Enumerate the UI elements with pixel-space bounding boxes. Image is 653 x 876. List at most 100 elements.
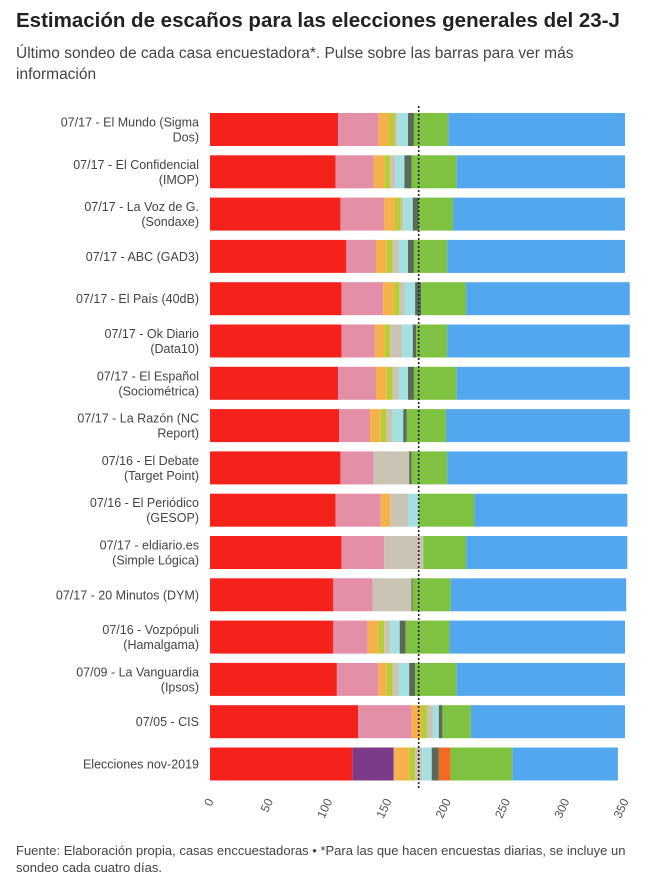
bar-segment-erc[interactable]	[411, 705, 422, 739]
bar-segment-otros_small[interactable]	[409, 662, 416, 696]
bar-segment-bildu[interactable]	[386, 662, 393, 696]
bar-segment-psoe[interactable]	[210, 705, 359, 739]
bar-segment-junts[interactable]	[422, 747, 432, 781]
bar-segment-vox[interactable]	[413, 366, 457, 400]
bar-segment-sumar[interactable]	[340, 197, 385, 231]
bar-segment-pnv[interactable]	[394, 113, 398, 146]
bar-segment-pp[interactable]	[456, 366, 630, 400]
bar-segment-pnv[interactable]	[373, 451, 410, 485]
bar-segment-vox[interactable]	[418, 493, 475, 527]
bar-segment-junts[interactable]	[398, 239, 409, 273]
bar-segment-sumar[interactable]	[341, 324, 375, 358]
bar-segment-sumar[interactable]	[339, 409, 371, 443]
bar-segment-vox[interactable]	[415, 662, 457, 696]
bar-segment-pp[interactable]	[466, 536, 628, 569]
bar-segment-pp[interactable]	[448, 113, 625, 146]
bar-segment-pp[interactable]	[512, 747, 618, 781]
bar-segment-psoe[interactable]	[210, 366, 339, 400]
bar-segment-pp[interactable]	[447, 324, 630, 358]
bar-segment-psoe[interactable]	[210, 493, 336, 527]
bar-segment-junts[interactable]	[402, 324, 413, 358]
bar-segment-psoe[interactable]	[210, 620, 334, 654]
bar-segment-bildu[interactable]	[393, 282, 400, 316]
bar-segment-otros_small[interactable]	[404, 155, 412, 189]
bar-segment-sumar[interactable]	[340, 451, 374, 485]
bar-segment-otros_small[interactable]	[408, 239, 414, 273]
bar-segment-sumar[interactable]	[333, 578, 373, 612]
bar-segment-pp[interactable]	[450, 578, 627, 612]
bar-segment-otros_small[interactable]	[409, 451, 412, 485]
bar-segment-erc[interactable]	[393, 747, 410, 781]
bar-segment-otros_small[interactable]	[412, 324, 417, 358]
bar-segment-sumar[interactable]	[333, 620, 368, 654]
bar-segment-junts[interactable]	[398, 366, 409, 400]
bar-segment-junts[interactable]	[404, 282, 416, 316]
bar-segment-pnv[interactable]	[400, 197, 404, 231]
bar-segment-vox[interactable]	[442, 705, 471, 739]
bar-segment-bildu[interactable]	[409, 747, 416, 781]
bar-segment-pnv[interactable]	[390, 324, 403, 358]
bar-segment-pp[interactable]	[445, 409, 630, 443]
bar-segment-erc[interactable]	[370, 409, 381, 443]
bar-segment-psoe[interactable]	[210, 451, 341, 485]
bar-segment-erc[interactable]	[376, 239, 387, 273]
bar-segment-pnv[interactable]	[384, 536, 424, 569]
bar-segment-erc[interactable]	[374, 324, 385, 358]
bar-segment-bildu[interactable]	[386, 366, 393, 400]
bar-segment-vox[interactable]	[411, 451, 448, 485]
bar-segment-junts[interactable]	[394, 155, 405, 189]
bar-segment-sumar[interactable]	[358, 705, 412, 739]
bar-segment-psoe[interactable]	[210, 578, 334, 612]
bar-segment-otros_small[interactable]	[431, 747, 439, 781]
bar-segment-pp[interactable]	[474, 493, 628, 527]
bar-segment-psoe[interactable]	[210, 747, 353, 781]
bar-segment-erc[interactable]	[378, 662, 387, 696]
bar-segment-vox[interactable]	[405, 620, 450, 654]
bar-segment-up[interactable]	[352, 747, 394, 781]
bar-segment-pnv[interactable]	[392, 662, 399, 696]
bar-segment-sumar[interactable]	[338, 366, 376, 400]
bar-segment-pp[interactable]	[466, 282, 630, 316]
bar-segment-pp[interactable]	[470, 705, 625, 739]
bar-segment-psoe[interactable]	[210, 113, 339, 146]
bar-segment-vox[interactable]	[406, 409, 446, 443]
bar-segment-junts[interactable]	[397, 113, 409, 146]
bar-segment-junts[interactable]	[408, 493, 419, 527]
bar-segment-otros_small[interactable]	[438, 705, 443, 739]
bar-segment-pnv[interactable]	[372, 578, 412, 612]
bar-segment-erc[interactable]	[384, 197, 395, 231]
bar-segment-bildu[interactable]	[386, 239, 393, 273]
bar-segment-psoe[interactable]	[210, 197, 341, 231]
bar-segment-sumar[interactable]	[346, 239, 376, 273]
bar-segment-bildu[interactable]	[384, 155, 391, 189]
bar-segment-sumar[interactable]	[341, 536, 385, 569]
bar-segment-vox[interactable]	[416, 324, 448, 358]
bar-segment-otros_small[interactable]	[411, 578, 413, 612]
bar-segment-erc[interactable]	[378, 113, 390, 146]
bar-segment-pp[interactable]	[447, 239, 625, 273]
bar-segment-bildu[interactable]	[380, 409, 387, 443]
bar-segment-vox[interactable]	[423, 536, 467, 569]
bar-segment-psoe[interactable]	[210, 536, 342, 569]
bar-segment-sumar[interactable]	[335, 493, 381, 527]
bar-segment-junts[interactable]	[403, 197, 413, 231]
bar-segment-sumar[interactable]	[335, 155, 374, 189]
bar-segment-erc[interactable]	[376, 366, 387, 400]
bar-segment-bildu[interactable]	[384, 324, 391, 358]
bar-segment-pnv[interactable]	[390, 493, 409, 527]
bar-segment-psoe[interactable]	[210, 409, 340, 443]
bar-segment-vox[interactable]	[421, 282, 467, 316]
bar-segment-erc[interactable]	[380, 493, 391, 527]
bar-segment-junts[interactable]	[392, 409, 404, 443]
bar-segment-pnv[interactable]	[399, 282, 405, 316]
bar-segment-pp[interactable]	[447, 451, 628, 485]
bar-segment-psoe[interactable]	[210, 282, 342, 316]
bar-segment-pp[interactable]	[456, 662, 625, 696]
bar-segment-otros_small[interactable]	[399, 620, 406, 654]
bar-segment-cs[interactable]	[438, 747, 451, 781]
bar-segment-pnv[interactable]	[426, 705, 433, 739]
bar-segment-pnv[interactable]	[386, 409, 393, 443]
bar-segment-psoe[interactable]	[210, 155, 336, 189]
bar-segment-psoe[interactable]	[210, 239, 347, 273]
bar-segment-vox[interactable]	[450, 747, 513, 781]
